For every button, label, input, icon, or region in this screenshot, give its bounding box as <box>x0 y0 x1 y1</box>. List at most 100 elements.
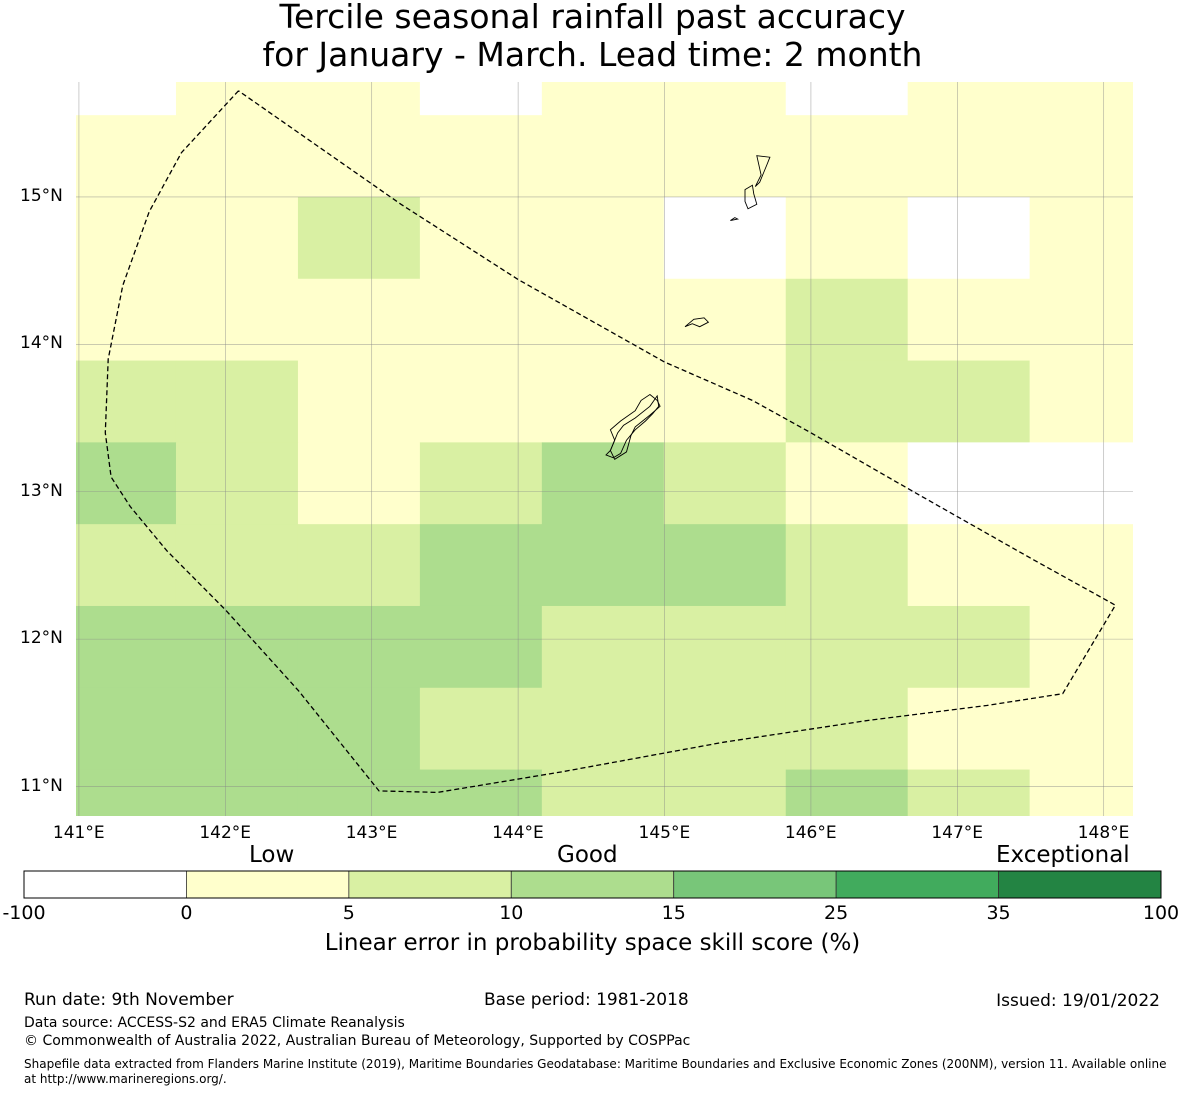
skill-cell-5-0 <box>76 524 177 607</box>
skill-cell-6-0 <box>76 605 177 689</box>
skill-cell-4-6 <box>785 442 909 525</box>
skill-grid <box>76 82 1185 852</box>
skill-cell-7-1 <box>175 687 299 771</box>
skill-cell-6-4 <box>541 605 665 689</box>
skill-cell-top-4 <box>541 82 665 116</box>
skill-cell-8-6 <box>785 769 909 816</box>
colorbar-swatch-2 <box>348 870 512 899</box>
skill-cell-6-1 <box>175 605 299 689</box>
skill-cell-1-8 <box>1029 196 1133 280</box>
skill-cell-8-9 <box>1152 770 1185 852</box>
skill-cell-7-4 <box>541 687 665 771</box>
y-tick-label: 13°N <box>20 480 63 501</box>
skill-cell-2-2 <box>297 278 421 362</box>
skill-cell-7-2 <box>297 687 421 771</box>
skill-cell-1-5 <box>663 196 787 280</box>
skill-cell-0-8 <box>1029 115 1133 198</box>
skill-cell-0-0 <box>76 115 177 198</box>
skill-cell-6-8 <box>1029 605 1133 689</box>
skill-cell-7-0 <box>76 687 177 771</box>
colorbar-frame <box>23 870 1162 899</box>
x-tick-label: 144°E <box>492 823 544 843</box>
colorbar-swatch-1 <box>186 870 350 899</box>
run-date: Run date: 9th November <box>24 990 234 1010</box>
copyright: © Commonwealth of Australia 2022, Austra… <box>24 1033 691 1049</box>
skill-cell-4-2 <box>297 442 421 525</box>
y-tick-label: 11°N <box>20 775 63 796</box>
island-outline-1 <box>744 184 758 210</box>
colorbar-label: Linear error in probability space skill … <box>324 930 861 956</box>
colorbar-swatch-4 <box>673 870 837 899</box>
skill-cell-5-3 <box>419 524 543 607</box>
skill-cell-2-5 <box>663 278 787 362</box>
data-source: Data source: ACCESS-S2 and ERA5 Climate … <box>24 1015 405 1031</box>
island-outline-0 <box>754 155 771 187</box>
skill-cell-6-7 <box>907 605 1031 689</box>
x-tick-label: 141°E <box>52 823 105 843</box>
x-tick-label: 143°E <box>345 823 398 843</box>
island-outline-3 <box>684 317 710 328</box>
island-outline-2 <box>730 217 740 221</box>
skill-cell-0-5 <box>663 115 787 198</box>
skill-cell-6-5 <box>663 605 787 689</box>
skill-cell-top-3 <box>419 82 543 116</box>
skill-cell-3-7 <box>907 360 1031 443</box>
x-tick-label: 148°E <box>1077 823 1130 843</box>
skill-cell-6-9 <box>1152 606 1185 688</box>
map-gridlines <box>76 82 1133 816</box>
skill-cell-3-8 <box>1029 360 1133 443</box>
skill-cell-6-2 <box>297 605 421 689</box>
skill-cell-3-3 <box>419 360 543 443</box>
colorbar-category-low: Low <box>249 842 295 868</box>
issued-date: Issued: 19/01/2022 <box>996 991 1160 1011</box>
skill-cell-1-0 <box>76 196 177 280</box>
skill-cell-3-4 <box>541 360 665 443</box>
colorbar-tick-label: 10 <box>499 902 524 924</box>
skill-cell-0-4 <box>541 115 665 198</box>
skill-cell-4-0 <box>76 442 177 525</box>
skill-cell-top-6 <box>785 82 909 116</box>
skill-cell-5-7 <box>907 524 1031 607</box>
colorbar-swatch-0 <box>23 870 187 899</box>
x-tick-label: 145°E <box>638 823 691 843</box>
skill-cell-5-6 <box>785 524 909 607</box>
colorbar-category-exceptional: Exceptional <box>996 842 1130 868</box>
skill-cell-0-6 <box>785 115 909 198</box>
skill-cell-8-5 <box>663 769 787 816</box>
colorbar-swatch-6 <box>998 870 1162 899</box>
colorbar-swatch-3 <box>510 870 675 899</box>
skill-cell-1-7 <box>907 196 1031 280</box>
skill-cell-5-8 <box>1029 524 1133 607</box>
skill-cell-4-9 <box>1152 442 1185 524</box>
base-period: Base period: 1981-2018 <box>484 990 689 1010</box>
skill-cell-top-0 <box>76 82 177 116</box>
y-tick-label: 15°N <box>20 185 63 206</box>
skill-cell-4-5 <box>663 442 787 525</box>
map-title-line-2: for January - March. Lead time: 2 month <box>262 35 923 74</box>
map-title-line-1: Tercile seasonal rainfall past accuracy <box>279 0 906 36</box>
y-tick-label: 12°N <box>20 628 63 649</box>
x-tick-label: 147°E <box>931 823 984 843</box>
skill-cell-2-0 <box>76 278 177 362</box>
skill-cell-5-4 <box>541 524 665 607</box>
skill-cell-4-3 <box>419 442 543 525</box>
skill-cell-5-5 <box>663 524 787 607</box>
skill-cell-3-6 <box>785 360 909 443</box>
colorbar-tick-label: 5 <box>342 902 355 924</box>
skill-cell-0-3 <box>419 115 543 198</box>
skill-cell-7-5 <box>663 687 787 771</box>
skill-cell-2-3 <box>419 278 543 362</box>
skill-cell-2-4 <box>541 278 665 362</box>
skill-cell-1-1 <box>175 196 299 280</box>
skill-cell-4-4 <box>541 442 665 525</box>
skill-cell-top-8 <box>1029 82 1133 116</box>
skill-cell-1-3 <box>419 196 543 280</box>
skill-cell-1-6 <box>785 196 909 280</box>
skill-cell-8-3 <box>419 769 543 816</box>
skill-cell-7-6 <box>785 687 909 771</box>
skill-cell-0-2 <box>297 115 421 198</box>
skill-cell-1-4 <box>541 196 665 280</box>
skill-cell-4-8 <box>1029 442 1133 525</box>
skill-cell-2-7 <box>907 278 1031 362</box>
